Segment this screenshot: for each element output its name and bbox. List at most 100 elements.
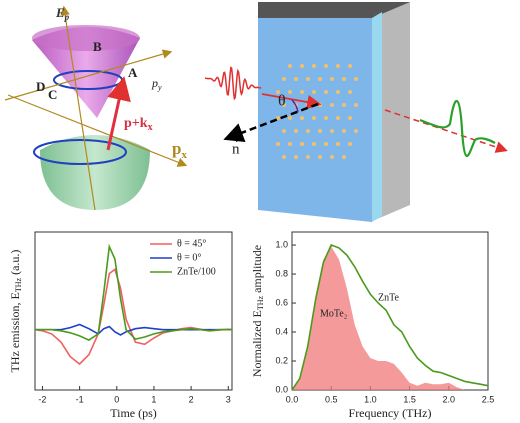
y-label-tail: (a.u.) — [8, 250, 22, 278]
lattice-dot — [324, 90, 328, 94]
lattice-dot — [276, 90, 280, 94]
thz-pulse — [419, 99, 496, 157]
lattice-dot — [294, 77, 298, 81]
y-tick-label: 0.8 — [275, 268, 288, 278]
lattice-dot — [288, 116, 292, 120]
lattice-dot — [342, 129, 346, 133]
series-line — [35, 243, 232, 342]
band-diagram: Ep B A C D py p+kx px — [4, 5, 188, 211]
lattice-dot — [336, 116, 340, 120]
slab-top — [258, 2, 410, 18]
lattice-dot — [312, 142, 316, 146]
lattice — [276, 64, 358, 159]
point-label: A — [128, 65, 138, 80]
x-tick-label: 2.0 — [443, 394, 456, 404]
incident-pulse — [204, 66, 262, 101]
point-label: C — [48, 87, 57, 102]
label: p — [172, 139, 181, 158]
lattice-dot — [324, 116, 328, 120]
lattice-dot — [348, 64, 352, 68]
lattice-dot — [318, 77, 322, 81]
incident-arrow — [261, 93, 322, 110]
lattice-dot — [282, 155, 286, 159]
lattice-dot — [306, 77, 310, 81]
series-line — [34, 268, 233, 366]
x-tick-label: 1 — [151, 394, 156, 404]
x-tick-label: -2 — [38, 394, 46, 404]
lattice-dot — [330, 77, 334, 81]
lattice-dot — [306, 155, 310, 159]
legend-label: ZnTe/100 — [177, 266, 216, 277]
px-label: px — [172, 139, 187, 161]
series-line — [291, 243, 489, 391]
e-axis — [60, 5, 96, 211]
lattice-dot — [282, 77, 286, 81]
lower-cone — [40, 135, 150, 210]
x-tick-label: 2.5 — [482, 394, 495, 404]
lattice-dot — [282, 103, 286, 107]
lattice-dot — [348, 142, 352, 146]
label-sub: y — [157, 83, 162, 92]
slab-layer — [372, 12, 382, 222]
lattice-dot — [354, 77, 358, 81]
area — [292, 246, 488, 390]
label: p — [151, 76, 158, 90]
lattice-dot — [324, 142, 328, 146]
legend-label: θ = 45° — [177, 238, 206, 249]
lattice-dot — [348, 116, 352, 120]
lattice-dot — [294, 129, 298, 133]
x-tick-label: 0.5 — [325, 394, 338, 404]
y-label-main: Normalized E — [250, 310, 264, 377]
point-label: B — [93, 39, 102, 54]
lattice-dot — [288, 142, 292, 146]
py-label: py — [151, 76, 162, 92]
lattice-dot — [300, 142, 304, 146]
y-axis-label: Normalized ETHz amplitude — [250, 245, 265, 377]
point-label: D — [36, 79, 45, 94]
x-tick-label: -1 — [76, 394, 84, 404]
lattice-dot — [288, 64, 292, 68]
x-tick-label: 0 — [114, 394, 119, 404]
x-tick-label: 2 — [189, 394, 194, 404]
label: E — [55, 5, 65, 20]
y-tick-label: 0.6 — [275, 297, 288, 307]
angle-arc — [291, 99, 299, 113]
e-axis-label: Ep — [55, 5, 70, 22]
x-tick-label: 1.0 — [364, 394, 377, 404]
py-axis — [4, 49, 173, 101]
emission-diagram: θ n — [204, 2, 508, 222]
lattice-dot — [330, 129, 334, 133]
shift-label: p+kx — [124, 116, 153, 133]
line-chart: -2 -1 0 1 2 3 Time (ps) THz emission, ETHz (a.u… — [8, 231, 233, 420]
lattice-dot — [312, 90, 316, 94]
lattice-dot — [300, 90, 304, 94]
lattice-dot — [348, 90, 352, 94]
lattice-dot — [288, 90, 292, 94]
lattice-dot — [282, 129, 286, 133]
series-annotation: MoTe₂ — [320, 308, 347, 319]
legend-label: θ = 0° — [177, 252, 201, 263]
lattice-dot — [312, 116, 316, 120]
lattice-dot — [300, 116, 304, 120]
upper-rim — [32, 25, 140, 51]
x-axis-label: Time (ps) — [110, 406, 157, 420]
emission-arrow — [384, 109, 508, 153]
label: p+k — [124, 116, 148, 131]
normal-arrow — [223, 102, 319, 143]
px-axis — [7, 94, 188, 167]
lattice-dot — [330, 155, 334, 159]
lattice-dot — [342, 77, 346, 81]
y-label-tail: amplitude — [250, 245, 264, 296]
y-label-main: THz emission, E — [8, 292, 22, 372]
lattice-dot — [336, 90, 340, 94]
lattice-dot — [306, 129, 310, 133]
label-sub: x — [148, 122, 153, 133]
lattice-dot — [306, 103, 310, 107]
lattice-dot — [342, 103, 346, 107]
shifted-contour — [33, 139, 127, 165]
series-annotation: ZnTe — [378, 292, 400, 303]
lattice-dot — [318, 129, 322, 133]
lattice-dot — [342, 155, 346, 159]
